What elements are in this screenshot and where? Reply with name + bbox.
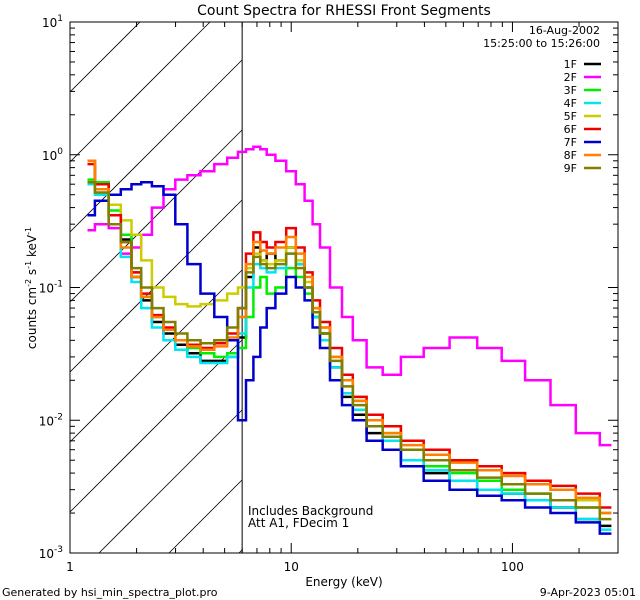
hatch-line [70, 339, 243, 513]
series-group [87, 145, 612, 535]
series-line-5f [87, 181, 612, 515]
legend-label-6f: 6F [564, 123, 577, 136]
time-range-label: 15:25:00 to 15:26:00 [483, 37, 600, 50]
y-axis-label: counts cm-2 s-1 keV-1 [24, 227, 39, 349]
hatch-line [70, 129, 243, 303]
x-tick-label: 10 [284, 560, 299, 574]
annotation-background: Includes Background [248, 504, 373, 518]
axis-ticks [69, 22, 619, 554]
series-line-2f [87, 145, 612, 447]
legend-label-7f: 7F [564, 136, 577, 149]
x-tick-label: 1 [66, 560, 74, 574]
series-line-6f [87, 162, 612, 509]
y-tick-label: 10-1 [39, 280, 63, 296]
hatch-line [238, 549, 243, 553]
hatch-line [98, 409, 243, 553]
x-axis-label: Energy (keV) [305, 575, 382, 589]
y-tick-label: 10-3 [39, 545, 63, 561]
x-tick-label: 100 [501, 560, 524, 574]
series-line-1f [87, 159, 612, 528]
legend-label-1f: 1F [564, 58, 577, 71]
hatch-line [168, 479, 243, 553]
x-tick-labels: 1 10 100 [66, 560, 524, 574]
legend-label-9f: 9F [564, 162, 577, 175]
date-label: 16-Aug-2002 [529, 24, 600, 37]
legend-label-4f: 4F [564, 97, 577, 110]
series-line-4f [87, 182, 612, 531]
series-line-8f [87, 159, 612, 515]
hatch-line [70, 22, 141, 93]
annotation-attenuator: Att A1, FDecim 1 [248, 516, 349, 530]
legend-label-2f: 2F [564, 71, 577, 84]
legend-label-5f: 5F [564, 110, 577, 123]
hatch-line [70, 22, 211, 163]
hatch-line [70, 59, 243, 233]
y-tick-labels: 10-3 10-2 10-1 100 101 [39, 14, 64, 561]
legend-label-8f: 8F [564, 149, 577, 162]
hatch-line [70, 199, 243, 373]
chart-title: Count Spectra for RHESSI Front Segments [197, 3, 491, 19]
footer-generated-by: Generated by hsi_min_spectra_plot.pro [2, 586, 218, 599]
y-tick-label: 100 [42, 147, 63, 163]
series-line-9f [87, 181, 612, 521]
y-tick-label: 101 [42, 14, 63, 30]
y-tick-label: 10-2 [39, 412, 63, 428]
footer-timestamp: 9-Apr-2023 05:01 [539, 586, 636, 599]
series-line-7f [87, 181, 612, 535]
legend-label-3f: 3F [564, 84, 577, 97]
